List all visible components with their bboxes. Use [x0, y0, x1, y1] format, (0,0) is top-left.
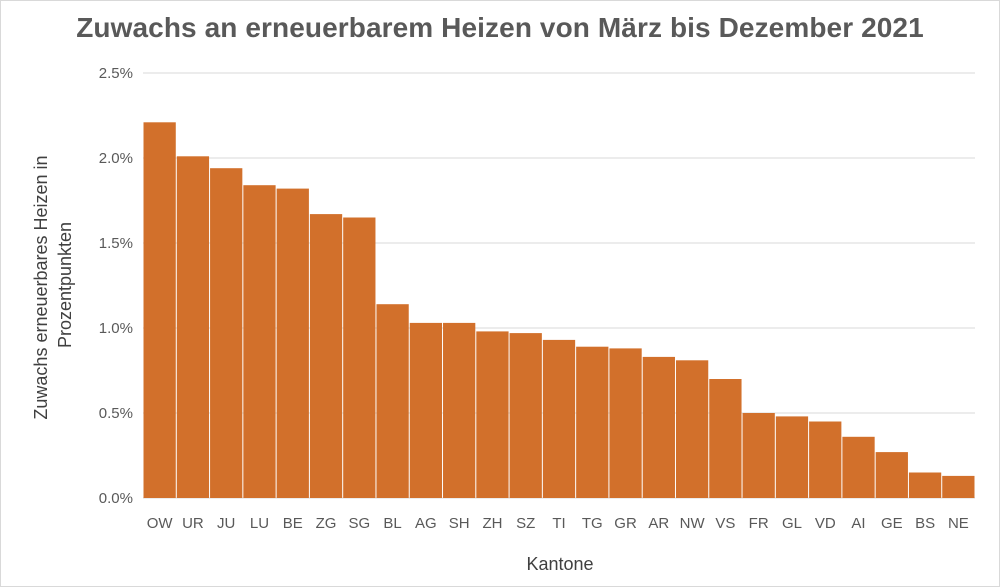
x-tick-label: SZ [516, 515, 535, 532]
bar-ai [842, 436, 875, 498]
y-tick-label: 0.0% [99, 490, 133, 507]
bar-ur [176, 156, 210, 499]
x-tick-label: GL [782, 515, 802, 532]
x-tick-label: GR [614, 515, 637, 532]
x-tick-label: VD [815, 515, 836, 532]
x-tick-label: AR [648, 515, 669, 532]
y-axis-title-line-1: Zuwachs erneuerbares Heizen in [31, 155, 51, 419]
y-axis-title: Zuwachs erneuerbares Heizen in Prozentpu… [31, 150, 75, 419]
bar-be [276, 188, 309, 498]
bar-vs [709, 379, 742, 498]
y-tick-label: 1.5% [99, 235, 133, 252]
bar-ne [942, 475, 975, 498]
bar-gl [775, 416, 809, 498]
x-tick-label: AI [851, 515, 865, 532]
bar-tg [576, 346, 609, 498]
x-tick-label: ZH [482, 515, 502, 532]
bar-sh [443, 322, 476, 498]
y-axis-title-line-2: Prozentpunkten [55, 222, 75, 348]
x-tick-label: FR [749, 515, 769, 532]
bar-zg [309, 214, 343, 498]
y-tick-label: 1.0% [99, 320, 133, 337]
bar-vd [809, 421, 842, 498]
x-tick-label: JU [217, 515, 235, 532]
x-tick-label: GE [881, 515, 903, 532]
x-tick-label: OW [147, 515, 174, 532]
bar-sz [509, 333, 542, 498]
x-tick-label: BE [283, 515, 303, 532]
x-tick-label: LU [250, 515, 269, 532]
x-tick-label: SG [348, 515, 370, 532]
bar-ow [143, 122, 176, 499]
bars [143, 122, 975, 499]
x-tick-labels: OW UR JU LU BE ZG SG BL AG SH ZH SZ TI TG GR AR NW VS FR GL… [147, 515, 969, 532]
x-tick-label: NW [680, 515, 706, 532]
bar-bs [908, 472, 942, 498]
bar-gr [609, 348, 642, 498]
bar-sg [343, 217, 376, 498]
x-tick-label: TI [552, 515, 565, 532]
x-axis-title: Kantone [526, 554, 593, 574]
y-tick-labels: 0.0% 0.5% 1.0% 1.5% 2.0% 2.5% [99, 65, 133, 507]
y-tick-label: 2.5% [99, 65, 133, 82]
x-tick-label: ZG [316, 515, 337, 532]
x-tick-label: NE [948, 515, 969, 532]
bar-ag [409, 322, 443, 498]
bar-ge [875, 452, 908, 498]
y-tick-label: 2.0% [99, 150, 133, 167]
bar-fr [742, 413, 775, 498]
bar-lu [243, 185, 276, 498]
bar-bl [376, 304, 409, 498]
x-tick-label: AG [415, 515, 437, 532]
x-tick-label: BL [383, 515, 401, 532]
bar-nw [675, 360, 709, 498]
x-tick-label: SH [449, 515, 470, 532]
bar-ju [210, 168, 243, 498]
x-tick-label: VS [715, 515, 735, 532]
x-tick-label: TG [582, 515, 603, 532]
bar-ar [642, 356, 675, 498]
x-tick-label: UR [182, 515, 204, 532]
chart-title: Zuwachs an erneuerbarem Heizen von März … [76, 12, 924, 43]
bar-ti [542, 339, 576, 498]
y-tick-label: 0.5% [99, 405, 133, 422]
bar-zh [476, 331, 509, 498]
x-tick-label: BS [915, 515, 935, 532]
